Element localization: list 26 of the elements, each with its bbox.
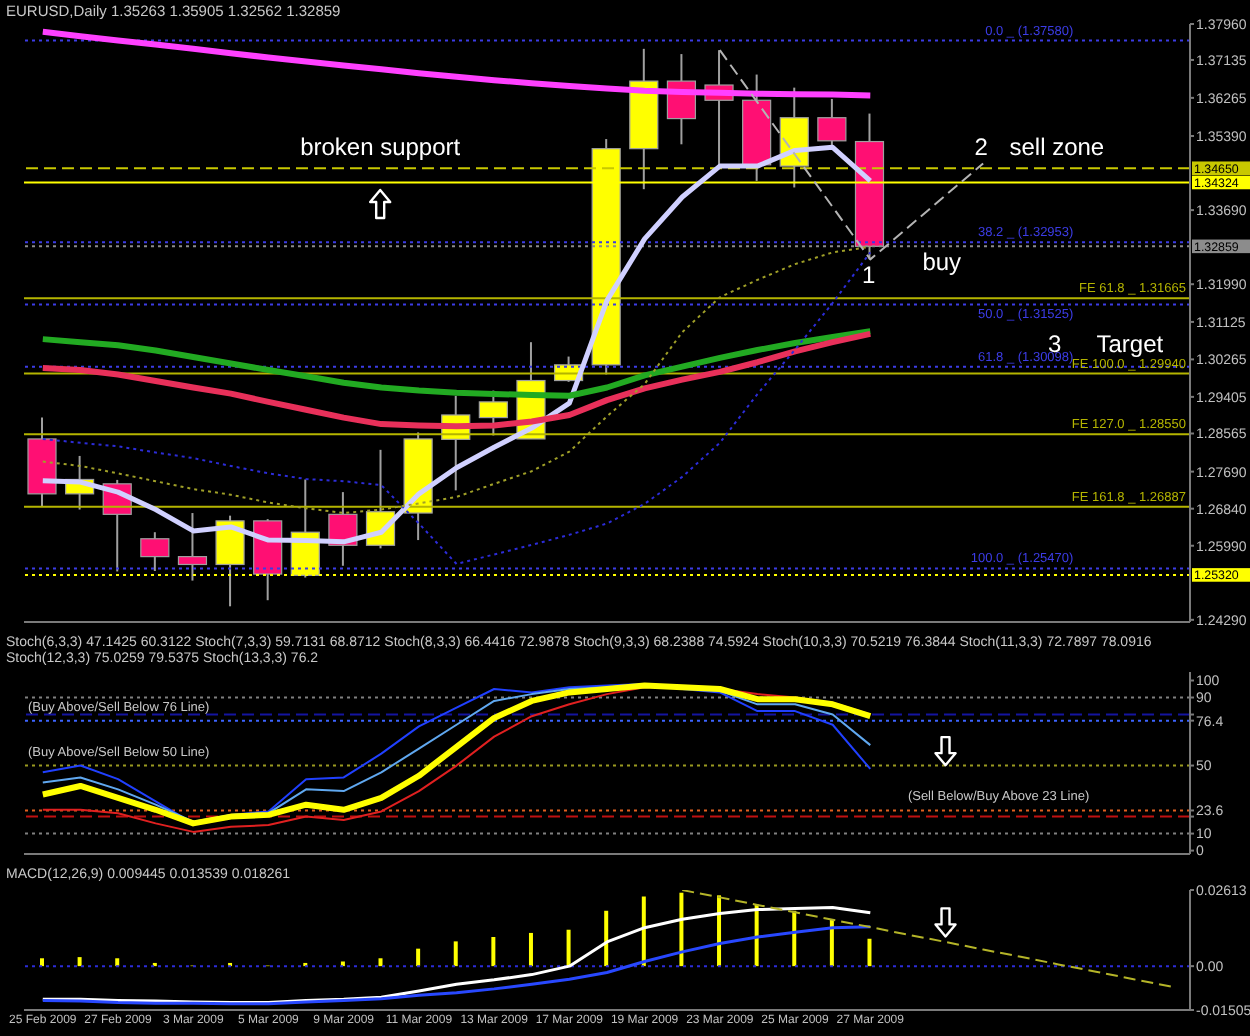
candlestick xyxy=(177,512,208,582)
annotation: sell zone xyxy=(1009,132,1105,161)
bar xyxy=(566,929,571,967)
annotation: broken support xyxy=(300,132,462,161)
candlestick xyxy=(140,531,170,572)
line-series xyxy=(39,328,874,399)
bar xyxy=(340,961,345,967)
annotation: 2 xyxy=(974,132,989,161)
annotation: buy xyxy=(922,248,962,276)
line-series xyxy=(41,906,872,1005)
bar xyxy=(491,937,496,967)
bar xyxy=(40,958,44,967)
annotation: Target xyxy=(1096,329,1165,358)
bar xyxy=(115,958,120,967)
bar xyxy=(679,892,684,967)
bar xyxy=(378,958,383,967)
bar xyxy=(416,948,421,967)
bar xyxy=(77,957,82,967)
line-series xyxy=(41,925,872,1006)
bar xyxy=(604,910,609,967)
bar xyxy=(867,938,872,967)
bar xyxy=(453,941,458,967)
bar xyxy=(528,932,533,967)
annotation: 1 xyxy=(862,261,877,290)
line-series xyxy=(681,890,1173,988)
candlestick xyxy=(817,97,847,150)
